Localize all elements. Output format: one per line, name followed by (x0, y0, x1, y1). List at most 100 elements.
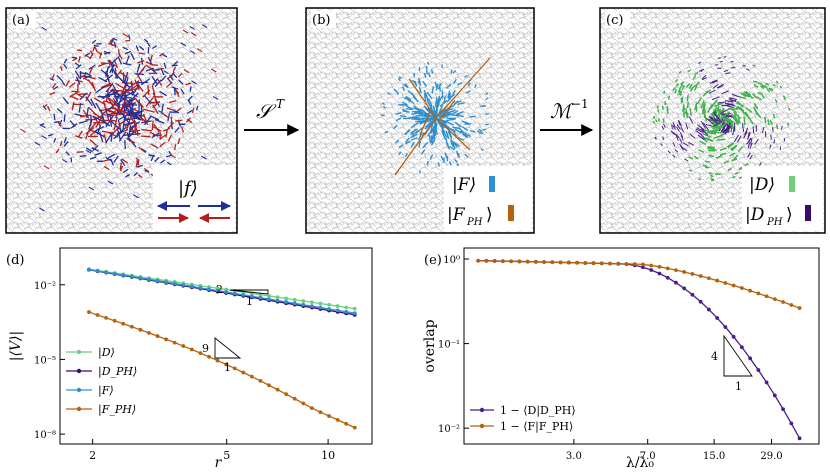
data-point-F (129, 274, 134, 279)
force-vector (405, 140, 411, 145)
displacement-vector (719, 108, 729, 115)
displacement-vector (711, 80, 718, 84)
force-vector (469, 129, 476, 133)
displacement-vector (716, 138, 726, 141)
force-vector (465, 90, 471, 94)
displacement-vector (666, 109, 669, 114)
displacement-vector (697, 134, 705, 140)
dipole-vector (152, 125, 162, 132)
displacement-vector (737, 145, 744, 152)
displacement-vector (788, 107, 791, 112)
dipole-vector (143, 38, 149, 43)
panel-d-label: (d) (6, 253, 24, 268)
displacement-vector (683, 142, 689, 147)
force-vector (479, 131, 484, 135)
force-vector (453, 158, 459, 163)
force-vector (450, 138, 456, 146)
force-vector (411, 118, 421, 121)
force-vector (437, 95, 443, 105)
dipole-vector (143, 168, 150, 172)
data-point-F_PH (189, 347, 194, 352)
displacement-vector (672, 122, 676, 128)
dipole-vector (63, 58, 68, 64)
force-vector (401, 86, 406, 92)
data-point-F_PH (583, 261, 588, 265)
dipole-vector (129, 121, 141, 129)
displacement-vector (699, 140, 707, 145)
data-point-F_PH (500, 259, 505, 264)
dipole-vector (85, 96, 93, 107)
dipole-vector (51, 74, 55, 80)
displacement-vector (681, 85, 686, 91)
data-point-F_PH (476, 258, 481, 263)
dipole-vector (85, 131, 90, 140)
force-vector-ph (435, 117, 471, 151)
force-vector (387, 92, 391, 96)
force-vector (382, 105, 387, 109)
data-point-F_PH (335, 417, 340, 422)
dipole-vector (201, 24, 208, 29)
data-point-F_PH (112, 318, 117, 323)
dipole-vector (123, 71, 129, 84)
data-point-F_PH (484, 258, 489, 263)
displacement-vector (693, 155, 699, 160)
force-vector (398, 77, 401, 82)
panel-d: (d) 2 5 10 10⁻² 10⁻⁵ 10⁻⁸ |⟨V⟩| r 2 1 9 1 |D⟩… (6, 247, 373, 471)
displacement-vector (734, 171, 739, 175)
data-point-F_PH (352, 425, 357, 430)
dipole-vector (85, 127, 95, 135)
dipole-vector (141, 120, 152, 124)
dipole-vector (150, 115, 160, 121)
displacement-vector (714, 63, 719, 66)
dipole-vector (91, 39, 97, 44)
displacement-vector (675, 133, 680, 139)
force-vector (481, 105, 486, 108)
dipole-vector (116, 126, 127, 136)
displacement-vector (654, 118, 658, 123)
panel-c-swatch-D-PH (805, 205, 811, 221)
displacement-vector (680, 126, 685, 133)
operator-2: ℳ (550, 99, 574, 123)
displacement-vector (656, 105, 659, 109)
displacement-vector (708, 89, 716, 94)
panel-c-ket-2: |D (745, 205, 765, 225)
dipole-vector (52, 83, 57, 89)
displacement-vector (727, 103, 736, 107)
panel-b-ket-2-close: ⟩ (486, 205, 493, 225)
dipole-vector (82, 109, 90, 119)
dipole-vector (63, 137, 67, 143)
force-vector-ph (409, 79, 437, 119)
dipole-vector (174, 144, 177, 151)
dipole-vector (85, 149, 92, 154)
x-tick-label: 29.0 (760, 451, 782, 462)
panel-d-axes (59, 247, 373, 445)
dipole-vector (172, 66, 177, 72)
dipole-vector (63, 141, 69, 147)
x-tick-label: 5 (223, 449, 230, 462)
dipole-vector (161, 103, 164, 113)
dipole-vector (178, 79, 184, 85)
displacement-vector (725, 72, 731, 75)
dipole-vector (40, 124, 46, 129)
displacement-vector (711, 179, 715, 182)
displacement-vector (747, 152, 751, 158)
displacement-vector (753, 102, 759, 110)
dipole-vector (168, 74, 174, 81)
dipole-vector (156, 78, 163, 86)
data-point-F_PH (533, 260, 538, 264)
data-point-F_PH (739, 286, 744, 290)
displacement-vector (702, 74, 707, 80)
displacement-vector (720, 111, 731, 119)
dipole-vector (147, 84, 150, 95)
data-point-F (207, 287, 211, 292)
data-point-F (318, 305, 323, 310)
force-vector (428, 135, 432, 144)
dipole-vector (92, 144, 99, 152)
legend-marker (479, 423, 485, 429)
slope-2-rise: 2 (216, 283, 223, 296)
displacement-vector (714, 102, 723, 108)
force-vector (440, 155, 445, 161)
dipole-vector (149, 131, 159, 137)
displacement-vector (685, 83, 691, 88)
dipole-vector (113, 41, 117, 48)
